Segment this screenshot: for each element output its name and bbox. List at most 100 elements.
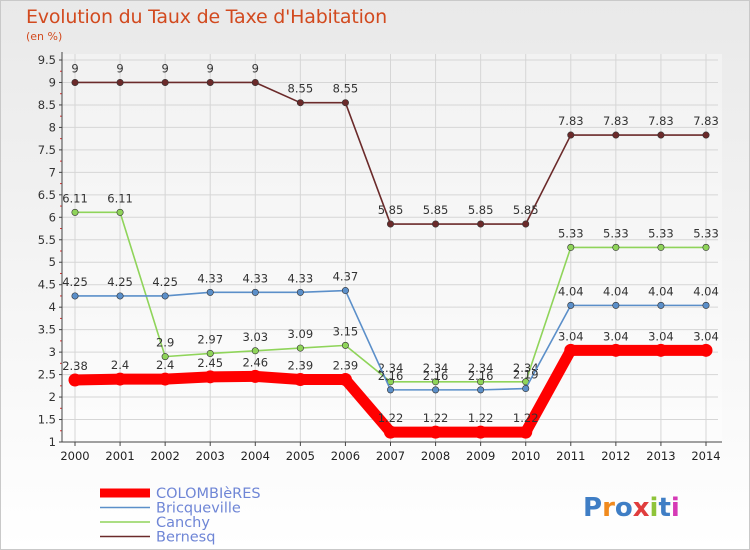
data-label: 2.34 xyxy=(468,361,494,375)
data-point xyxy=(702,243,710,251)
data-point xyxy=(251,288,259,296)
data-point xyxy=(296,344,304,352)
legend-label: Bricqueville xyxy=(156,501,241,517)
data-label: 1.22 xyxy=(513,411,539,425)
data-point xyxy=(432,378,440,386)
data-point xyxy=(612,301,620,309)
data-point xyxy=(116,78,124,86)
data-label: 5.85 xyxy=(468,203,494,217)
y-tick-label: 9.5 xyxy=(38,53,56,67)
data-label: 4.04 xyxy=(558,284,584,298)
data-label: 2.4 xyxy=(111,358,129,372)
data-point xyxy=(522,385,530,393)
y-tick-label: 8.5 xyxy=(38,98,56,112)
data-point xyxy=(206,349,214,357)
y-tick-label: 4 xyxy=(49,300,56,314)
data-point xyxy=(609,343,623,357)
data-label: 1.22 xyxy=(378,411,404,425)
data-label: 3.03 xyxy=(242,330,268,344)
data-point xyxy=(206,288,214,296)
legend-label: Bernesq xyxy=(156,530,215,546)
data-label: 4.25 xyxy=(107,275,133,289)
x-tick-label: 2004 xyxy=(241,449,270,463)
data-point xyxy=(248,369,262,383)
data-point xyxy=(113,372,127,386)
data-point xyxy=(251,347,259,355)
data-point xyxy=(429,425,443,439)
x-tick-label: 2001 xyxy=(105,449,134,463)
data-label: 2.39 xyxy=(288,359,314,373)
data-point xyxy=(161,353,169,361)
x-tick-label: 2005 xyxy=(286,449,315,463)
data-point xyxy=(657,131,665,139)
data-label: 5.33 xyxy=(648,226,674,240)
data-label: 9 xyxy=(207,61,214,75)
data-point xyxy=(432,386,440,394)
y-tick-label: 4.5 xyxy=(38,278,56,292)
x-tick-label: 2013 xyxy=(646,449,675,463)
data-label: 4.33 xyxy=(242,271,268,285)
data-label: 4.04 xyxy=(693,284,719,298)
data-point xyxy=(293,373,307,387)
data-label: 8.55 xyxy=(288,82,314,96)
data-label: 4.04 xyxy=(648,284,674,298)
data-label: 4.04 xyxy=(603,284,629,298)
legend-label: Canchy xyxy=(156,515,210,531)
data-label: 2.19 xyxy=(513,368,539,382)
data-point xyxy=(161,292,169,300)
data-label: 5.85 xyxy=(378,203,404,217)
data-label: 7.83 xyxy=(648,114,674,128)
data-label: 7.83 xyxy=(558,114,584,128)
data-point xyxy=(116,208,124,216)
y-tick-label: 3 xyxy=(49,345,56,359)
data-label: 2.4 xyxy=(156,358,174,372)
x-tick-label: 2007 xyxy=(376,449,405,463)
data-label: 6.11 xyxy=(62,191,88,205)
data-label: 2.16 xyxy=(378,369,404,383)
data-point xyxy=(657,301,665,309)
x-tick-label: 2010 xyxy=(511,449,540,463)
chart-title: Evolution du Taux de Taxe d'Habitation xyxy=(26,6,387,28)
data-label: 1.22 xyxy=(423,411,449,425)
y-tick-label: 1 xyxy=(49,435,56,449)
data-point xyxy=(519,425,533,439)
data-point xyxy=(203,370,217,384)
data-label: 8.55 xyxy=(333,82,359,96)
data-point xyxy=(612,131,620,139)
data-point xyxy=(158,372,172,386)
y-tick-label: 8 xyxy=(49,120,56,134)
data-point xyxy=(702,301,710,309)
data-label: 4.33 xyxy=(288,271,314,285)
data-point xyxy=(296,288,304,296)
data-label: 5.85 xyxy=(513,203,539,217)
data-label: 5.85 xyxy=(423,203,449,217)
data-point xyxy=(341,99,349,107)
y-tick-label: 6.5 xyxy=(38,188,56,202)
data-label: 3.04 xyxy=(648,329,674,343)
x-tick-label: 2009 xyxy=(466,449,495,463)
y-tick-label: 6 xyxy=(49,210,56,224)
data-label: 4.25 xyxy=(152,275,178,289)
y-tick-label: 2 xyxy=(49,390,56,404)
x-tick-label: 2003 xyxy=(196,449,225,463)
data-label: 5.33 xyxy=(603,226,629,240)
x-tick-label: 2008 xyxy=(421,449,450,463)
data-label: 9 xyxy=(161,61,168,75)
x-tick-label: 2002 xyxy=(151,449,180,463)
data-point xyxy=(384,425,397,439)
data-label: 1.22 xyxy=(468,411,494,425)
data-label: 2.16 xyxy=(423,369,449,383)
data-label: 5.33 xyxy=(693,226,719,240)
data-point xyxy=(206,78,214,86)
x-tick-label: 2000 xyxy=(60,449,89,463)
data-point xyxy=(338,373,352,387)
data-point xyxy=(567,131,575,139)
data-point xyxy=(161,78,169,86)
y-tick-label: 1.5 xyxy=(38,413,56,427)
data-label: 9 xyxy=(71,61,78,75)
data-point xyxy=(386,220,394,228)
data-label: 9 xyxy=(252,61,259,75)
data-point xyxy=(116,292,124,300)
